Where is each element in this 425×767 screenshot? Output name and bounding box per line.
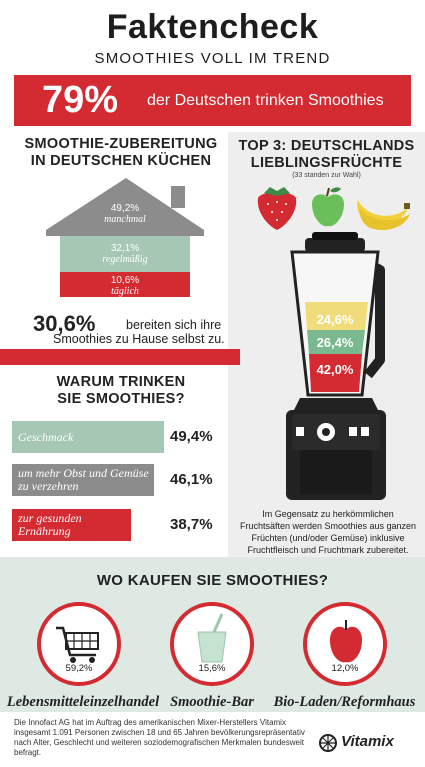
reason-label: zur gesunden Ernährung	[18, 511, 82, 538]
house-value-manchmal: 49,2% manchmal	[60, 203, 190, 225]
vitamix-logo: Vitamix	[341, 733, 394, 750]
fruits-heading: TOP 3: DEUTSCHLANDS LIEBLINGSFRÜCHTE	[228, 138, 425, 172]
reasons-heading: WARUM TRINKEN SIE SMOOTHIES?	[14, 374, 228, 408]
house-top-fill	[60, 230, 190, 236]
banner-percent: 79%	[42, 79, 119, 121]
blender-value-banana: 24,6%	[316, 312, 354, 327]
house-value: 49,2%	[110, 203, 140, 214]
reasons-heading-line2: SIE SMOOTHIES?	[57, 391, 185, 407]
section-divider	[0, 349, 240, 365]
blender-value-strawberry: 42,0%	[316, 362, 354, 377]
blender-description: Im Gegensatz zu herkömmlichen Fruchtsäft…	[239, 509, 417, 555]
home-text-line1: bereiten sich ihre	[126, 318, 222, 332]
house-label: täglich	[111, 286, 139, 297]
fruits-heading-line2: LIEBLINGSFRÜCHTE	[250, 155, 403, 171]
house-label: regelmäßig	[102, 254, 148, 265]
shop-value: 12,0%	[331, 663, 359, 674]
shop-value: 15,6%	[198, 663, 226, 674]
preparation-heading: SMOOTHIE-ZUBEREITUNG IN DEUTSCHEN KÜCHEN	[14, 136, 228, 170]
house-value: 32,1%	[110, 243, 140, 254]
reason-label: Geschmack	[18, 429, 74, 444]
reason-bar: um mehr Obst und Gemüse zu verzehren	[12, 464, 154, 496]
fruits-heading-line1: TOP 3: DEUTSCHLANDS	[238, 138, 415, 154]
blender-value-apple: 26,4%	[316, 335, 354, 350]
banner-text: der Deutschen trinken Smoothies	[147, 92, 384, 109]
reason-value: 46,1%	[170, 471, 213, 488]
home-text-line2: Smoothies zu Hause selbst zu.	[53, 332, 225, 346]
reasons-heading-line1: WARUM TRINKEN	[56, 374, 186, 390]
reason-bar: zur gesunden Ernährung	[12, 509, 131, 541]
preparation-heading-line2: IN DEUTSCHEN KÜCHEN	[30, 153, 212, 169]
reason-value: 38,7%	[170, 516, 213, 533]
vitamix-logo-icon	[319, 734, 337, 752]
shop-label: Lebensmitteleinzelhandel	[6, 694, 160, 710]
page-subtitle: SMOOTHIES VOLL IM TREND	[94, 50, 331, 67]
headline-banner	[14, 75, 411, 126]
reason-value: 49,4%	[170, 428, 213, 445]
reason-label: um mehr Obst und Gemüse zu verzehren	[18, 466, 149, 493]
house-label: manchmal	[104, 214, 146, 225]
house-value-regelmaessig: 32,1% regelmäßig	[60, 243, 190, 265]
shop-label: Bio-Laden/Reformhaus	[273, 694, 416, 710]
reason-bar: Geschmack	[12, 421, 164, 453]
shop-label: Smoothie-Bar	[170, 694, 254, 710]
house-value-taeglich: 10,6% täglich	[60, 275, 190, 297]
preparation-heading-line1: SMOOTHIE-ZUBEREITUNG	[24, 136, 218, 152]
shops-heading: WO KAUFEN SIE SMOOTHIES?	[96, 572, 329, 589]
fruits-note: (33 standen zur Wahl)	[292, 172, 361, 179]
page-title: Faktencheck	[106, 8, 319, 46]
footer-text: Die Innofact AG hat im Auftrag des ameri…	[14, 718, 305, 757]
house-value: 10,6%	[110, 275, 140, 286]
shop-value: 59,2%	[65, 663, 93, 674]
home-percent: 30,6%	[33, 311, 96, 336]
